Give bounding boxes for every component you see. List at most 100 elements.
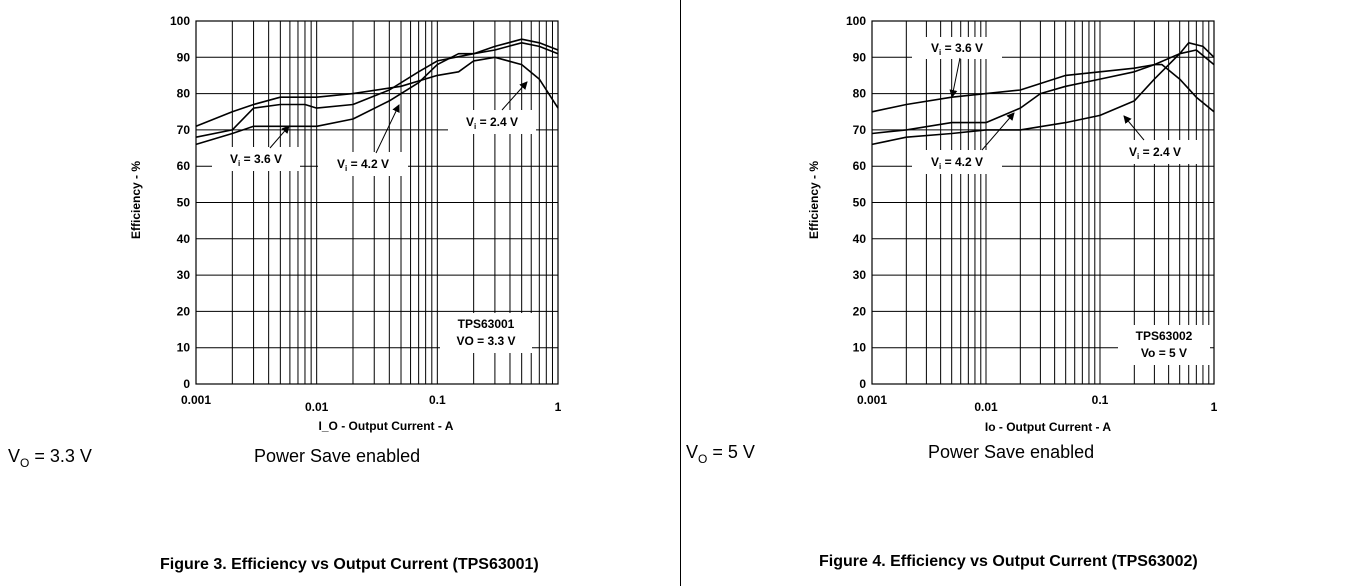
x-tick-label: 0.001 [857, 393, 887, 407]
y-tick-label: 80 [853, 87, 867, 101]
annotation-label: Vi = 3.6 V [931, 41, 983, 57]
plot-frame [871, 20, 1215, 385]
annotation-label: Vi = 2.4 V [1129, 145, 1181, 161]
y-tick-label: 50 [177, 196, 191, 210]
annotation-main: V [337, 157, 345, 171]
series-line-2 [871, 42, 1215, 146]
annotation-box [448, 110, 536, 134]
caption-vo-main: V [8, 446, 21, 466]
annotation-sub: i [1137, 152, 1139, 161]
series-annotation: Vi = 4.2 V [912, 112, 1015, 174]
device-name: TPS63001 [458, 317, 515, 331]
annotation-tail: = 3.6 V [240, 152, 282, 166]
device-output-voltage: VO = 3.3 V [456, 334, 515, 348]
device-label-box [440, 313, 532, 353]
x-tick-label: 1 [555, 400, 562, 414]
device-name: TPS63002 [1136, 329, 1193, 343]
device-output-voltage: Vo = 5 V [1141, 346, 1187, 360]
annotation-main: V [931, 155, 939, 169]
y-tick-label: 0 [183, 377, 190, 391]
y-tick-label: 10 [177, 341, 191, 355]
output-voltage-caption: VO = 5 V [686, 442, 755, 466]
y-tick-label: 40 [853, 232, 867, 246]
y-tick-label: 90 [177, 50, 191, 64]
x-tick-label: 0.1 [429, 393, 446, 407]
caption-vo-sub: O [698, 452, 708, 466]
annotation-box [212, 147, 300, 171]
x-tick-label: 0.1 [1092, 393, 1109, 407]
panel-divider [680, 0, 681, 586]
device-label: TPS63002 Vo = 5 V [1118, 325, 1210, 365]
series-annotation: Vi = 2.4 V [448, 81, 536, 134]
annotation-tail: = 3.6 V [941, 41, 983, 55]
x-tick-label: 1 [1211, 400, 1218, 414]
y-tick-label: 80 [177, 87, 191, 101]
efficiency-chart-tps63001: 0 10 20 30 40 50 60 70 80 90 100 0.001 0.01 0.1 1 I_O -… [129, 14, 562, 433]
annotation-main: V [466, 115, 474, 129]
annotation-sub: i [474, 122, 476, 131]
x-axis-label: Io - Output Current - A [985, 420, 1112, 434]
device-label-box [1118, 325, 1210, 365]
annotation-label: Vi = 4.2 V [337, 157, 389, 173]
annotation-tail: = 4.2 V [941, 155, 983, 169]
annotation-arrow [981, 112, 1015, 151]
annotation-arrow [375, 104, 400, 154]
y-tick-label: 40 [177, 232, 191, 246]
annotation-box [912, 37, 1002, 59]
caption-vo-sub: O [20, 456, 30, 470]
annotation-main: V [230, 152, 238, 166]
annotation-tail: = 4.2 V [347, 157, 389, 171]
series-annotation: Vi = 4.2 V [318, 104, 408, 176]
annotation-arrow [501, 81, 528, 111]
series-line-2 [195, 38, 559, 146]
y-tick-label: 70 [853, 123, 867, 137]
annotation-main: V [1129, 145, 1137, 159]
annotation-box [1110, 140, 1200, 164]
y-tick-label: 10 [853, 341, 867, 355]
annotation-arrow [949, 57, 961, 98]
series-annotation: Vi = 2.4 V [1110, 115, 1200, 164]
device-label: TPS63001 VO = 3.3 V [440, 313, 532, 353]
x-tick-label: 0.01 [974, 400, 998, 414]
y-tick-label: 20 [853, 304, 867, 318]
x-tick-label: 0.001 [181, 393, 211, 407]
annotation-arrow [1123, 115, 1145, 141]
y-axis-label: Efficiency - % [129, 161, 143, 239]
output-voltage-caption: VO = 3.3 V [8, 446, 92, 470]
annotation-sub: i [238, 159, 240, 168]
figure-4-panel: 0 10 20 30 40 50 60 70 80 90 100 0.001 0.01 0.1 1 Io - … [676, 0, 1351, 586]
caption-vo-tail: = 3.3 V [29, 446, 92, 466]
y-axis-label: Efficiency - % [807, 161, 821, 239]
series-line-1 [195, 42, 559, 138]
annotation-label: Vi = 4.2 V [931, 155, 983, 171]
power-save-caption: Power Save enabled [254, 446, 421, 466]
y-tick-label: 90 [853, 50, 867, 64]
annotation-box [318, 152, 408, 176]
series-annotation: Vi = 3.6 V [212, 125, 300, 171]
annotation-arrow [269, 125, 290, 149]
x-tick-label: 0.01 [305, 400, 329, 414]
caption-vo-main: V [686, 442, 699, 462]
power-save-caption: Power Save enabled [928, 442, 1095, 462]
series-line-1 [871, 49, 1215, 135]
annotation-box [912, 150, 1002, 174]
y-tick-label: 30 [853, 268, 867, 282]
x-axis-label: I_O - Output Current - A [319, 419, 454, 433]
y-tick-label: 20 [177, 304, 191, 318]
plot-frame [195, 20, 559, 385]
annotation-sub: i [939, 162, 941, 171]
annotation-sub: i [345, 164, 347, 173]
y-tick-label: 60 [853, 159, 867, 173]
series-annotation: Vi = 3.6 V [912, 37, 1002, 98]
y-tick-label: 0 [859, 377, 866, 391]
annotation-tail: = 2.4 V [476, 115, 518, 129]
y-tick-label: 60 [177, 159, 191, 173]
y-tick-label: 70 [177, 123, 191, 137]
annotation-label: Vi = 3.6 V [230, 152, 282, 168]
series-line-3 [195, 56, 559, 128]
caption-vo-tail: = 5 V [707, 442, 755, 462]
annotation-sub: i [939, 48, 941, 57]
y-tick-label: 100 [846, 14, 866, 28]
y-tick-label: 50 [853, 196, 867, 210]
efficiency-chart-tps63002: 0 10 20 30 40 50 60 70 80 90 100 0.001 0.01 0.1 1 Io - … [807, 14, 1218, 434]
